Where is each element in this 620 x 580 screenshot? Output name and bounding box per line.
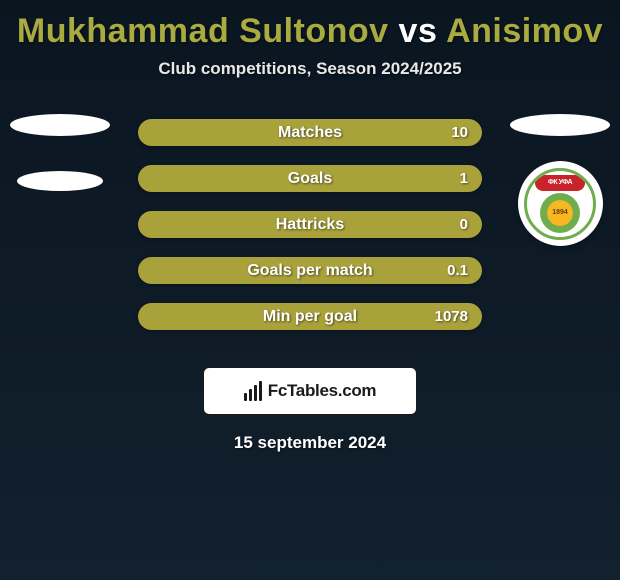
stat-bar-value: 0 [460, 211, 468, 238]
stat-bar-row: Hattricks0 [138, 211, 482, 238]
club-banner: ФК УФА [535, 175, 585, 191]
fctables-logo: FcTables.com [203, 367, 417, 415]
footer-logo-row: FcTables.com [0, 367, 620, 415]
stat-bar-row: Min per goal1078 [138, 303, 482, 330]
stat-bar-row: Goals per match0.1 [138, 257, 482, 284]
stat-bar-fill [138, 303, 482, 330]
club-rosette-center: 1894 [547, 200, 573, 226]
stat-bar-value: 1 [460, 165, 468, 192]
footer-logo-text: FcTables.com [268, 381, 377, 401]
stat-bar-row: Goals1 [138, 165, 482, 192]
club-rosette-icon: 1894 [540, 193, 580, 233]
stat-bar-fill [138, 211, 482, 238]
stat-bar-fill [138, 165, 482, 192]
comparison-card: Mukhammad Sultonov vs Anisimov Club comp… [0, 0, 620, 580]
stat-bar-row: Matches10 [138, 119, 482, 146]
club-badge: ФК УФА 1894 [518, 161, 603, 246]
player-badge-ellipse [17, 171, 103, 191]
stat-bar-fill [138, 119, 482, 146]
title-player2: Anisimov [446, 12, 603, 50]
stat-bar-value: 0.1 [447, 257, 468, 284]
stat-bar-value: 10 [451, 119, 468, 146]
player-badge-ellipse [10, 114, 110, 136]
date-line: 15 september 2024 [0, 433, 620, 453]
stat-bar-fill [138, 257, 482, 284]
right-player-badges: ФК УФА 1894 [510, 114, 610, 246]
title-separator: vs [399, 12, 438, 50]
player-badge-ellipse [510, 114, 610, 136]
stats-area: ФК УФА 1894 Matches10 Goals1 Hattricks0 Goal… [0, 119, 620, 349]
left-player-badges [10, 114, 110, 191]
stat-bar-value: 1078 [435, 303, 468, 330]
title-player1: Mukhammad Sultonov [17, 12, 389, 50]
club-badge-inner: ФК УФА 1894 [524, 168, 596, 240]
stat-bars: Matches10 Goals1 Hattricks0 Goals per match… [138, 119, 482, 330]
bar-chart-icon [244, 381, 262, 401]
page-title: Mukhammad Sultonov vs Anisimov [0, 0, 620, 51]
subtitle: Club competitions, Season 2024/2025 [0, 59, 620, 79]
